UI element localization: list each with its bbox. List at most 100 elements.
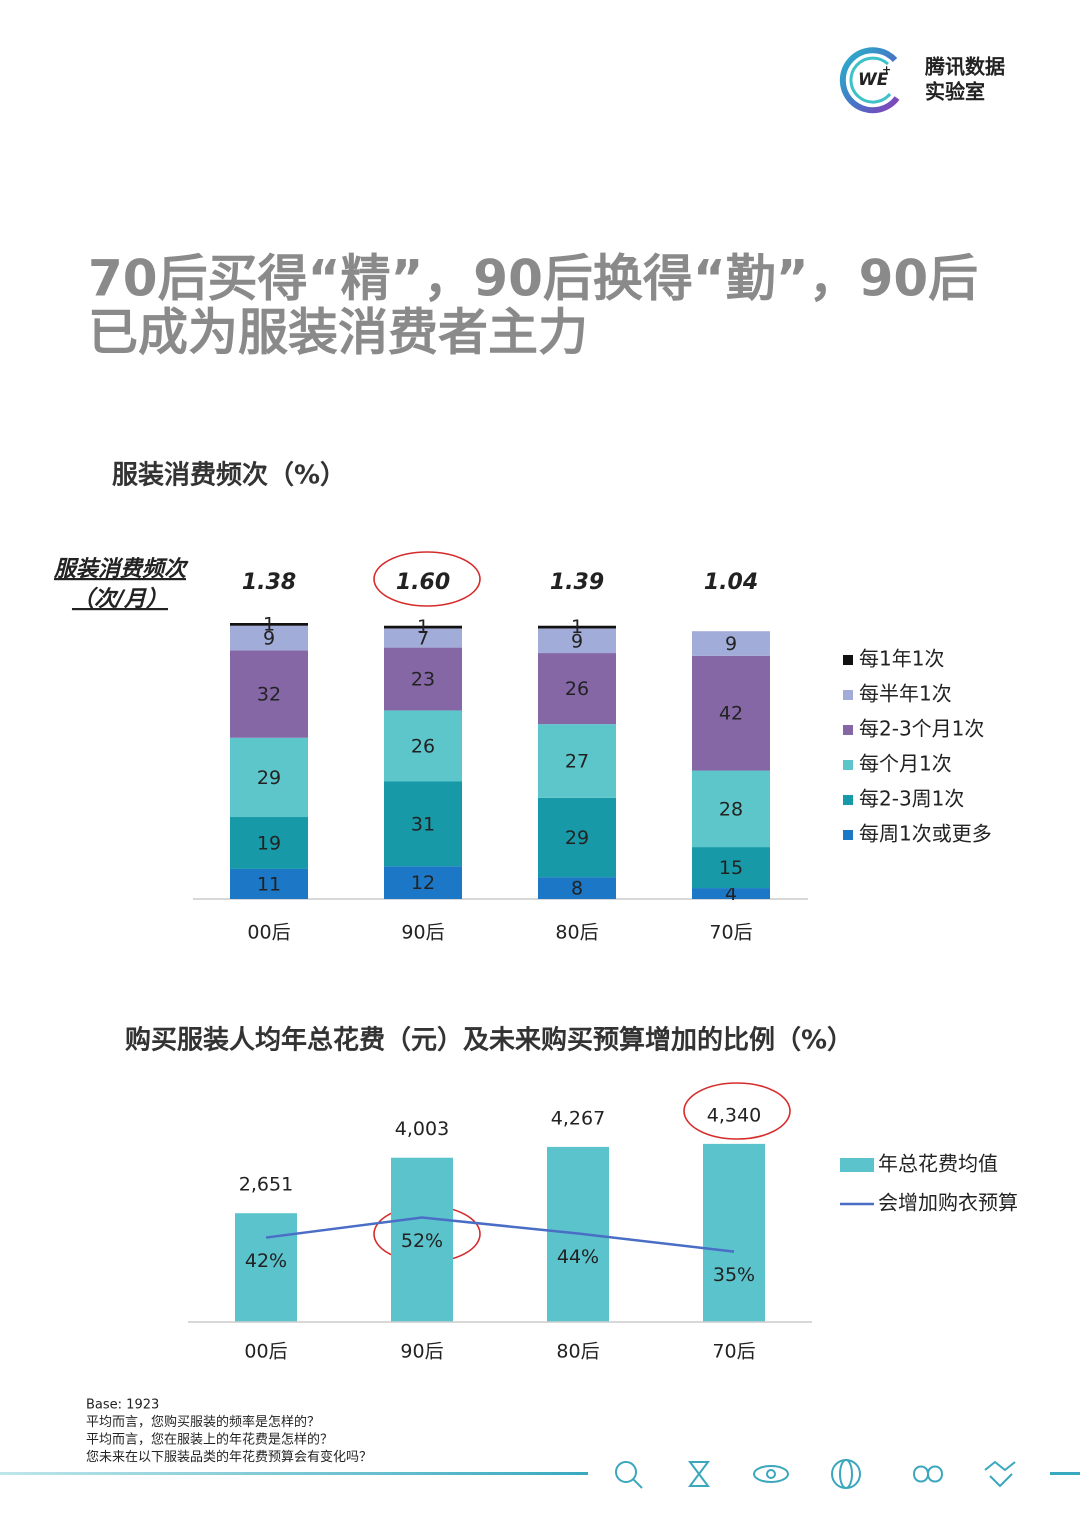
data-label: 19 <box>257 832 281 854</box>
legend-label: 每周1次或更多 <box>859 822 992 846</box>
legend-swatch <box>843 795 853 805</box>
bar-segment <box>230 623 308 626</box>
legend-swatch <box>843 830 853 840</box>
bar-segment <box>230 737 308 818</box>
bar-segment <box>384 710 462 782</box>
data-label: 32 <box>257 684 281 706</box>
data-label: 26 <box>411 735 435 757</box>
logo-text: 腾讯数据 <box>925 55 1005 79</box>
chart-title: 服装消费频次（%） <box>112 461 346 491</box>
data-label: 4,267 <box>551 1107 605 1129</box>
logo-mark: WE <box>858 70 889 90</box>
data-label: 8 <box>571 878 583 900</box>
x-tick-label: 70后 <box>709 922 752 944</box>
data-label: 26 <box>565 678 589 700</box>
bar-segment <box>692 655 770 771</box>
bar-segment <box>230 650 308 738</box>
x-tick-label: 90后 <box>400 1341 443 1363</box>
legend-label: 年总花费均值 <box>878 1152 998 1176</box>
bar-segment <box>230 625 308 651</box>
logo-ring <box>839 47 900 114</box>
bar-segment <box>384 866 462 899</box>
x-tick-label: 70后 <box>712 1341 755 1363</box>
page-title: 已成为服装消费者主力 <box>88 304 588 362</box>
legend-label: 每个月1次 <box>859 752 952 776</box>
legend-swatch <box>843 760 853 770</box>
bar-segment <box>538 877 616 899</box>
bar-segment <box>230 868 308 899</box>
data-label: 29 <box>565 827 589 849</box>
icon-globe <box>839 1459 853 1489</box>
bar-segment <box>692 888 770 899</box>
data-label: 27 <box>565 751 589 773</box>
data-label: 52% <box>401 1230 443 1252</box>
logo-sup: + <box>882 63 891 76</box>
highlight-circle <box>373 551 481 607</box>
legend-label: 每2-3个月1次 <box>859 717 984 741</box>
logo-ring-inner <box>849 56 892 104</box>
page-title: 70后买得“精”，90后换得“勤”，90后 <box>88 250 978 308</box>
data-label: 31 <box>411 813 435 835</box>
data-label: 2,651 <box>239 1174 293 1196</box>
legend-swatch <box>843 690 853 700</box>
x-tick-label: 00后 <box>247 922 290 944</box>
legend-label: 每半年1次 <box>859 682 952 706</box>
bar <box>391 1157 453 1322</box>
data-label: 1 <box>263 614 275 636</box>
data-label: 4,003 <box>395 1118 449 1140</box>
bar-segment <box>692 770 770 848</box>
legend-label: 每1年1次 <box>859 647 944 671</box>
frequency-label: （次/月） <box>72 586 168 612</box>
data-label: 1 <box>417 616 429 638</box>
data-label: 4 <box>725 883 737 905</box>
x-tick-label: 80后 <box>555 922 598 944</box>
legend-swatch <box>843 655 853 665</box>
data-label: 9 <box>725 633 737 655</box>
data-label: 7 <box>417 628 429 650</box>
data-label: 35% <box>713 1264 755 1286</box>
note: 平均而言，您在服装上的年花费是怎样的？ <box>86 1432 333 1448</box>
data-label: 1 <box>571 616 583 638</box>
bar-segment <box>538 628 616 654</box>
data-label: 11 <box>257 873 281 895</box>
bar-segment <box>230 817 308 869</box>
data-label: 23 <box>411 669 435 691</box>
legend-label: 每2-3周1次 <box>859 787 964 811</box>
frequency-label: 服装消费频次 <box>53 557 189 582</box>
total-label: 1.04 <box>704 570 758 595</box>
legend-swatch <box>843 725 853 735</box>
footer-decor <box>0 1459 1080 1489</box>
icon-search <box>615 1461 637 1483</box>
icon-eye <box>753 1465 789 1483</box>
data-label: 42 <box>719 703 743 725</box>
legend-swatch <box>840 1158 874 1172</box>
data-label: 15 <box>719 857 743 879</box>
note: 您未来在以下服装品类的年花费预算会有变化吗？ <box>86 1449 372 1465</box>
bar-segment <box>384 625 462 629</box>
bar <box>235 1213 297 1322</box>
bar-segment <box>384 647 462 711</box>
data-label: 4,340 <box>707 1104 761 1126</box>
x-tick-label: 80后 <box>556 1341 599 1363</box>
data-label: 42% <box>245 1250 287 1272</box>
icon-search <box>632 1478 643 1489</box>
icon-eye <box>766 1469 776 1479</box>
highlight-circle <box>683 1082 791 1140</box>
bar-segment <box>384 781 462 867</box>
x-tick-label: 00后 <box>244 1341 287 1363</box>
chart-title: 购买服装人均年总花费（元）及未来购买预算增加的比例（%） <box>125 1025 853 1056</box>
data-label: 44% <box>557 1246 599 1268</box>
data-label: 9 <box>263 628 275 650</box>
bar-segment <box>538 625 616 629</box>
data-label: 28 <box>719 798 743 820</box>
note: 平均而言，您购买服装的频率是怎样的？ <box>86 1414 320 1430</box>
x-tick-label: 90后 <box>401 922 444 944</box>
icon-infinity <box>912 1465 944 1483</box>
bar-segment <box>384 628 462 648</box>
line <box>265 1216 735 1253</box>
bar-segment <box>692 631 770 656</box>
logo: WE + 腾讯数据 实验室 <box>839 47 1005 114</box>
icon-hourglass <box>688 1461 710 1487</box>
